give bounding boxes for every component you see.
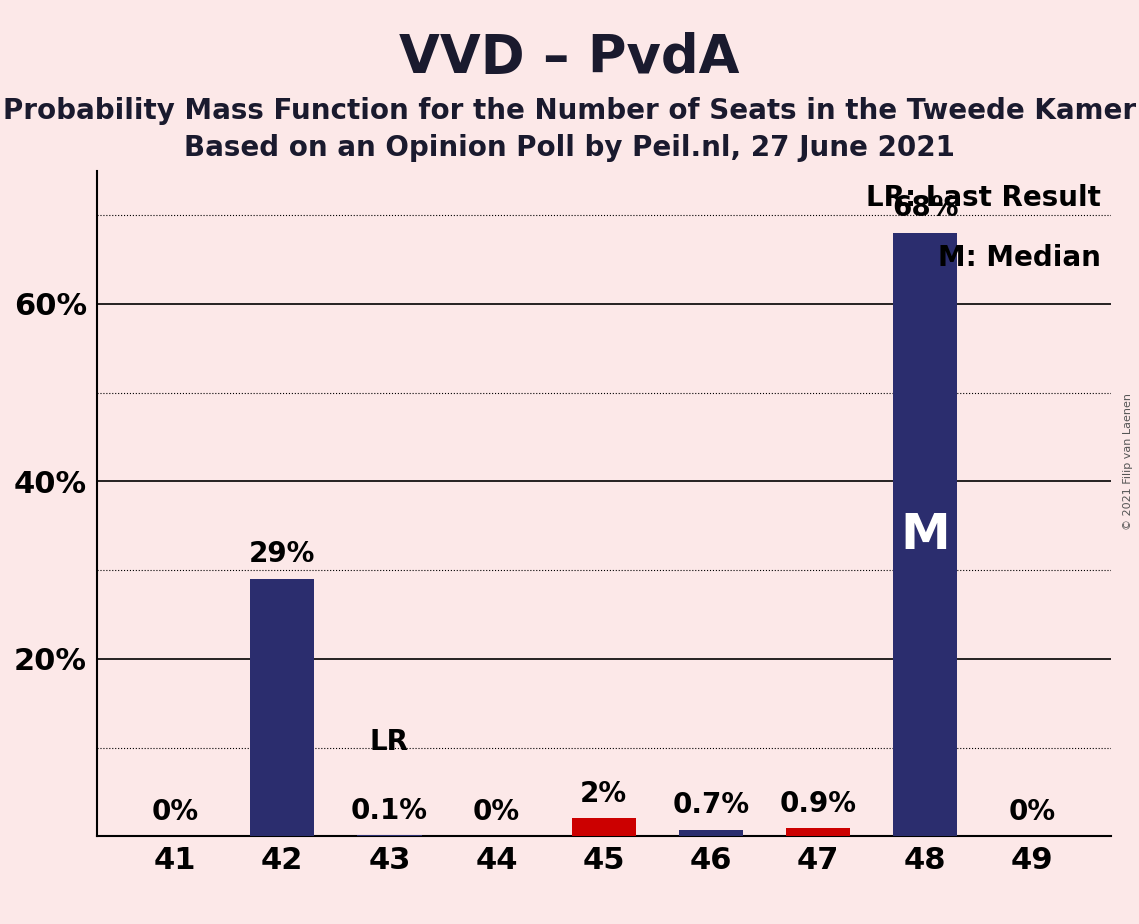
Text: M: M (900, 511, 950, 559)
Text: 2%: 2% (580, 780, 628, 808)
Text: LR: Last Result: LR: Last Result (866, 184, 1100, 213)
Bar (893, 233, 957, 836)
Text: Based on an Opinion Poll by Peil.nl, 27 June 2021: Based on an Opinion Poll by Peil.nl, 27 … (185, 134, 954, 162)
Text: LR: LR (370, 728, 409, 757)
Bar (786, 828, 850, 836)
Bar (572, 819, 636, 836)
Text: 0.1%: 0.1% (351, 796, 428, 825)
Text: 29%: 29% (249, 541, 316, 568)
Text: 0%: 0% (473, 797, 521, 825)
Text: © 2021 Filip van Laenen: © 2021 Filip van Laenen (1123, 394, 1133, 530)
Text: 0.9%: 0.9% (779, 790, 857, 818)
Text: M: Median: M: Median (937, 244, 1100, 273)
Text: VVD – PvdA: VVD – PvdA (400, 32, 739, 84)
Text: Probability Mass Function for the Number of Seats in the Tweede Kamer: Probability Mass Function for the Number… (3, 97, 1136, 125)
Text: 68%: 68% (892, 194, 958, 223)
Text: 0.7%: 0.7% (672, 791, 749, 820)
Bar (251, 579, 314, 836)
Text: 0%: 0% (1009, 797, 1056, 825)
Bar (679, 830, 743, 836)
Text: 0%: 0% (151, 797, 198, 825)
